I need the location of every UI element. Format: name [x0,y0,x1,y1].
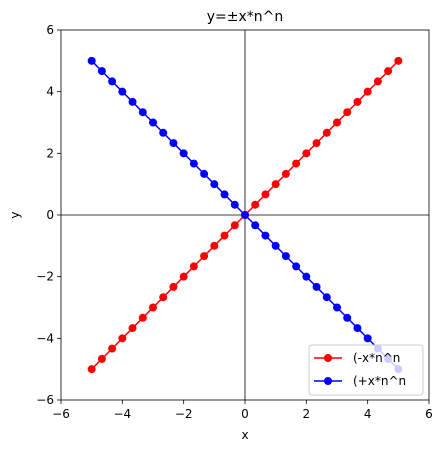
data-point [210,241,219,250]
data-point [363,87,372,96]
data-point [333,118,341,127]
data-point [343,313,352,322]
data-point [97,354,106,363]
data-point [220,231,229,240]
x-tick-label: 4 [364,407,372,421]
data-point [271,180,280,189]
data-point [261,190,270,199]
y-tick-label: 2 [46,146,54,160]
data-point [179,149,188,158]
y-tick-label: 6 [46,23,54,37]
data-point [281,252,290,261]
data-point [230,200,239,209]
data-point [302,272,311,281]
data-point [394,56,403,65]
data-point [189,262,198,271]
data-point [281,169,290,178]
x-tick-label: 0 [241,407,249,421]
data-point [169,139,178,148]
data-point [138,108,147,117]
chart-title: y=±x*n^n [207,9,284,25]
data-point [251,200,260,209]
y-tick-label: 0 [46,208,54,222]
data-point [353,324,362,333]
y-axis-ticks: −6 −4 −2 0 2 4 6 [36,23,61,407]
data-point [261,231,270,240]
data-point [251,221,260,230]
y-tick-label: −4 [36,331,54,345]
data-point [353,97,362,106]
data-point [118,87,127,96]
data-point [343,108,352,117]
y-tick-label: −6 [36,393,54,407]
data-point [384,67,393,76]
data-point [312,282,321,291]
data-point [292,262,301,271]
data-point [200,252,209,261]
x-tick-label: 2 [303,407,311,421]
data-point [138,313,147,322]
x-tick-label: −2 [175,407,193,421]
y-axis-label: y [8,211,22,218]
series-pos [87,56,403,374]
data-point [241,211,249,219]
data-point [210,180,219,189]
x-axis-label: x [241,428,248,442]
data-point [302,149,311,158]
data-point [159,128,168,137]
data-point [363,334,372,343]
x-axis-ticks: −6 −4 −2 0 2 4 6 [52,400,433,421]
data-point [200,169,209,178]
data-point [322,293,331,302]
series-layer [87,56,403,374]
y-tick-label: −2 [36,270,54,284]
legend-label-neg: (-x*n^n [353,351,400,365]
data-point [189,159,198,168]
data-point [271,241,280,250]
data-point [230,221,239,230]
data-point [128,97,137,106]
data-point [220,190,229,199]
legend: (-x*n^n (+x*n^n [308,344,424,396]
x-tick-label: 6 [425,407,433,421]
data-point [87,365,96,374]
data-point [312,139,321,148]
x-tick-label: −6 [52,407,70,421]
x-tick-label: −4 [113,407,131,421]
data-point [373,77,382,86]
data-point [149,118,157,127]
data-point [118,334,127,343]
legend-marker-neg [324,354,332,362]
data-point [108,77,117,86]
legend-marker-pos [324,377,332,385]
data-point [128,324,137,333]
data-point [97,67,106,76]
data-point [333,303,341,312]
data-point [169,282,178,291]
data-point [179,272,188,281]
data-point [108,344,117,353]
data-point [159,293,168,302]
y-tick-label: 4 [46,85,54,99]
data-point [87,56,96,65]
data-point [292,159,301,168]
data-point [149,303,157,312]
legend-label-pos: (+x*n^n [353,374,406,388]
data-point [322,128,331,137]
